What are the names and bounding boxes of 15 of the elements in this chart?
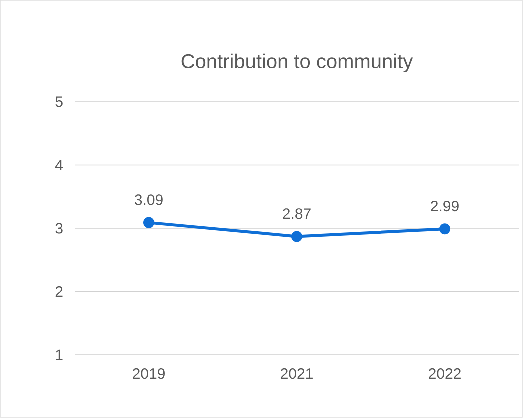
point	[292, 231, 303, 242]
x-tick-label: 2021	[281, 368, 313, 380]
y-tick-label: 5	[56, 96, 63, 108]
y-tick-label: 2	[56, 286, 63, 297]
data-label: 2.87	[283, 208, 311, 220]
point	[440, 224, 451, 235]
chart-title: Contribution to community	[182, 54, 414, 73]
data-label: 2.99	[431, 201, 459, 212]
x-tick-label: 2022	[429, 368, 461, 380]
y-tick-label: 3	[56, 223, 63, 234]
y-tick-label: 4	[55, 160, 64, 170]
y-tick-label: 1	[56, 350, 63, 360]
data-label: 3.09	[134, 194, 163, 206]
x-tick-label: 2019	[133, 368, 165, 380]
point	[144, 217, 155, 228]
